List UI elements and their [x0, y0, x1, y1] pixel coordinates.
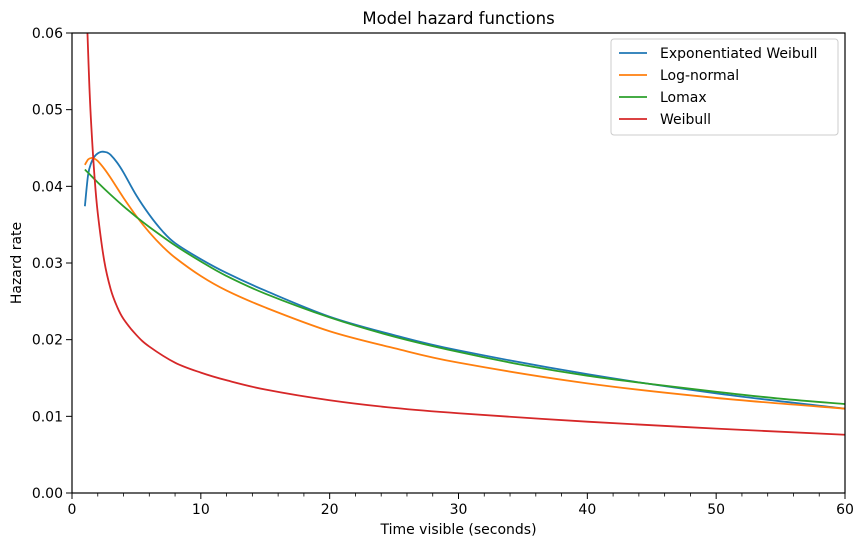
y-tick-label: 0.04: [32, 179, 63, 195]
y-axis-label: Hazard rate: [9, 222, 25, 304]
legend-label-log-normal: Log-normal: [660, 68, 739, 84]
y-tick-label: 0.00: [32, 486, 63, 502]
series-lines: [83, 33, 845, 436]
y-tick-label: 0.03: [32, 256, 63, 272]
series-line-lomax: [84, 168, 845, 405]
axis-ticks: 0 10 20 30 40 50 60 0.00 0.01 0.02 0.03 0.04 0.05 0.0…: [32, 26, 854, 518]
legend-label-exponentiated-weibull: Exponentiated Weibull: [660, 46, 817, 62]
y-tick-label: 0.06: [32, 26, 63, 42]
y-tick-label: 0.02: [32, 333, 63, 349]
legend-label-weibull: Weibull: [660, 112, 711, 128]
x-tick-label: 50: [707, 502, 725, 518]
x-tick-label: 60: [836, 502, 854, 518]
series-line-exponentiated-weibull: [83, 150, 845, 410]
x-tick-label: 0: [68, 502, 77, 518]
x-tick-label: 10: [192, 502, 210, 518]
legend: Exponentiated Weibull Log-normal Lomax Weib…: [610, 38, 839, 136]
y-tick-label: 0.01: [32, 409, 63, 425]
x-tick-label: 30: [450, 502, 468, 518]
legend-box: [610, 38, 839, 136]
x-axis-label: Time visible (seconds): [379, 522, 536, 538]
plot-frame: [71, 32, 846, 494]
x-tick-label: 20: [321, 502, 339, 518]
legend-label-lomax: Lomax: [660, 90, 707, 106]
chart-title: Model hazard functions: [362, 9, 554, 28]
y-tick-label: 0.05: [32, 103, 63, 119]
x-tick-label: 40: [578, 502, 596, 518]
series-line-log-normal: [84, 157, 845, 410]
series-line-weibull: [86, 33, 845, 436]
